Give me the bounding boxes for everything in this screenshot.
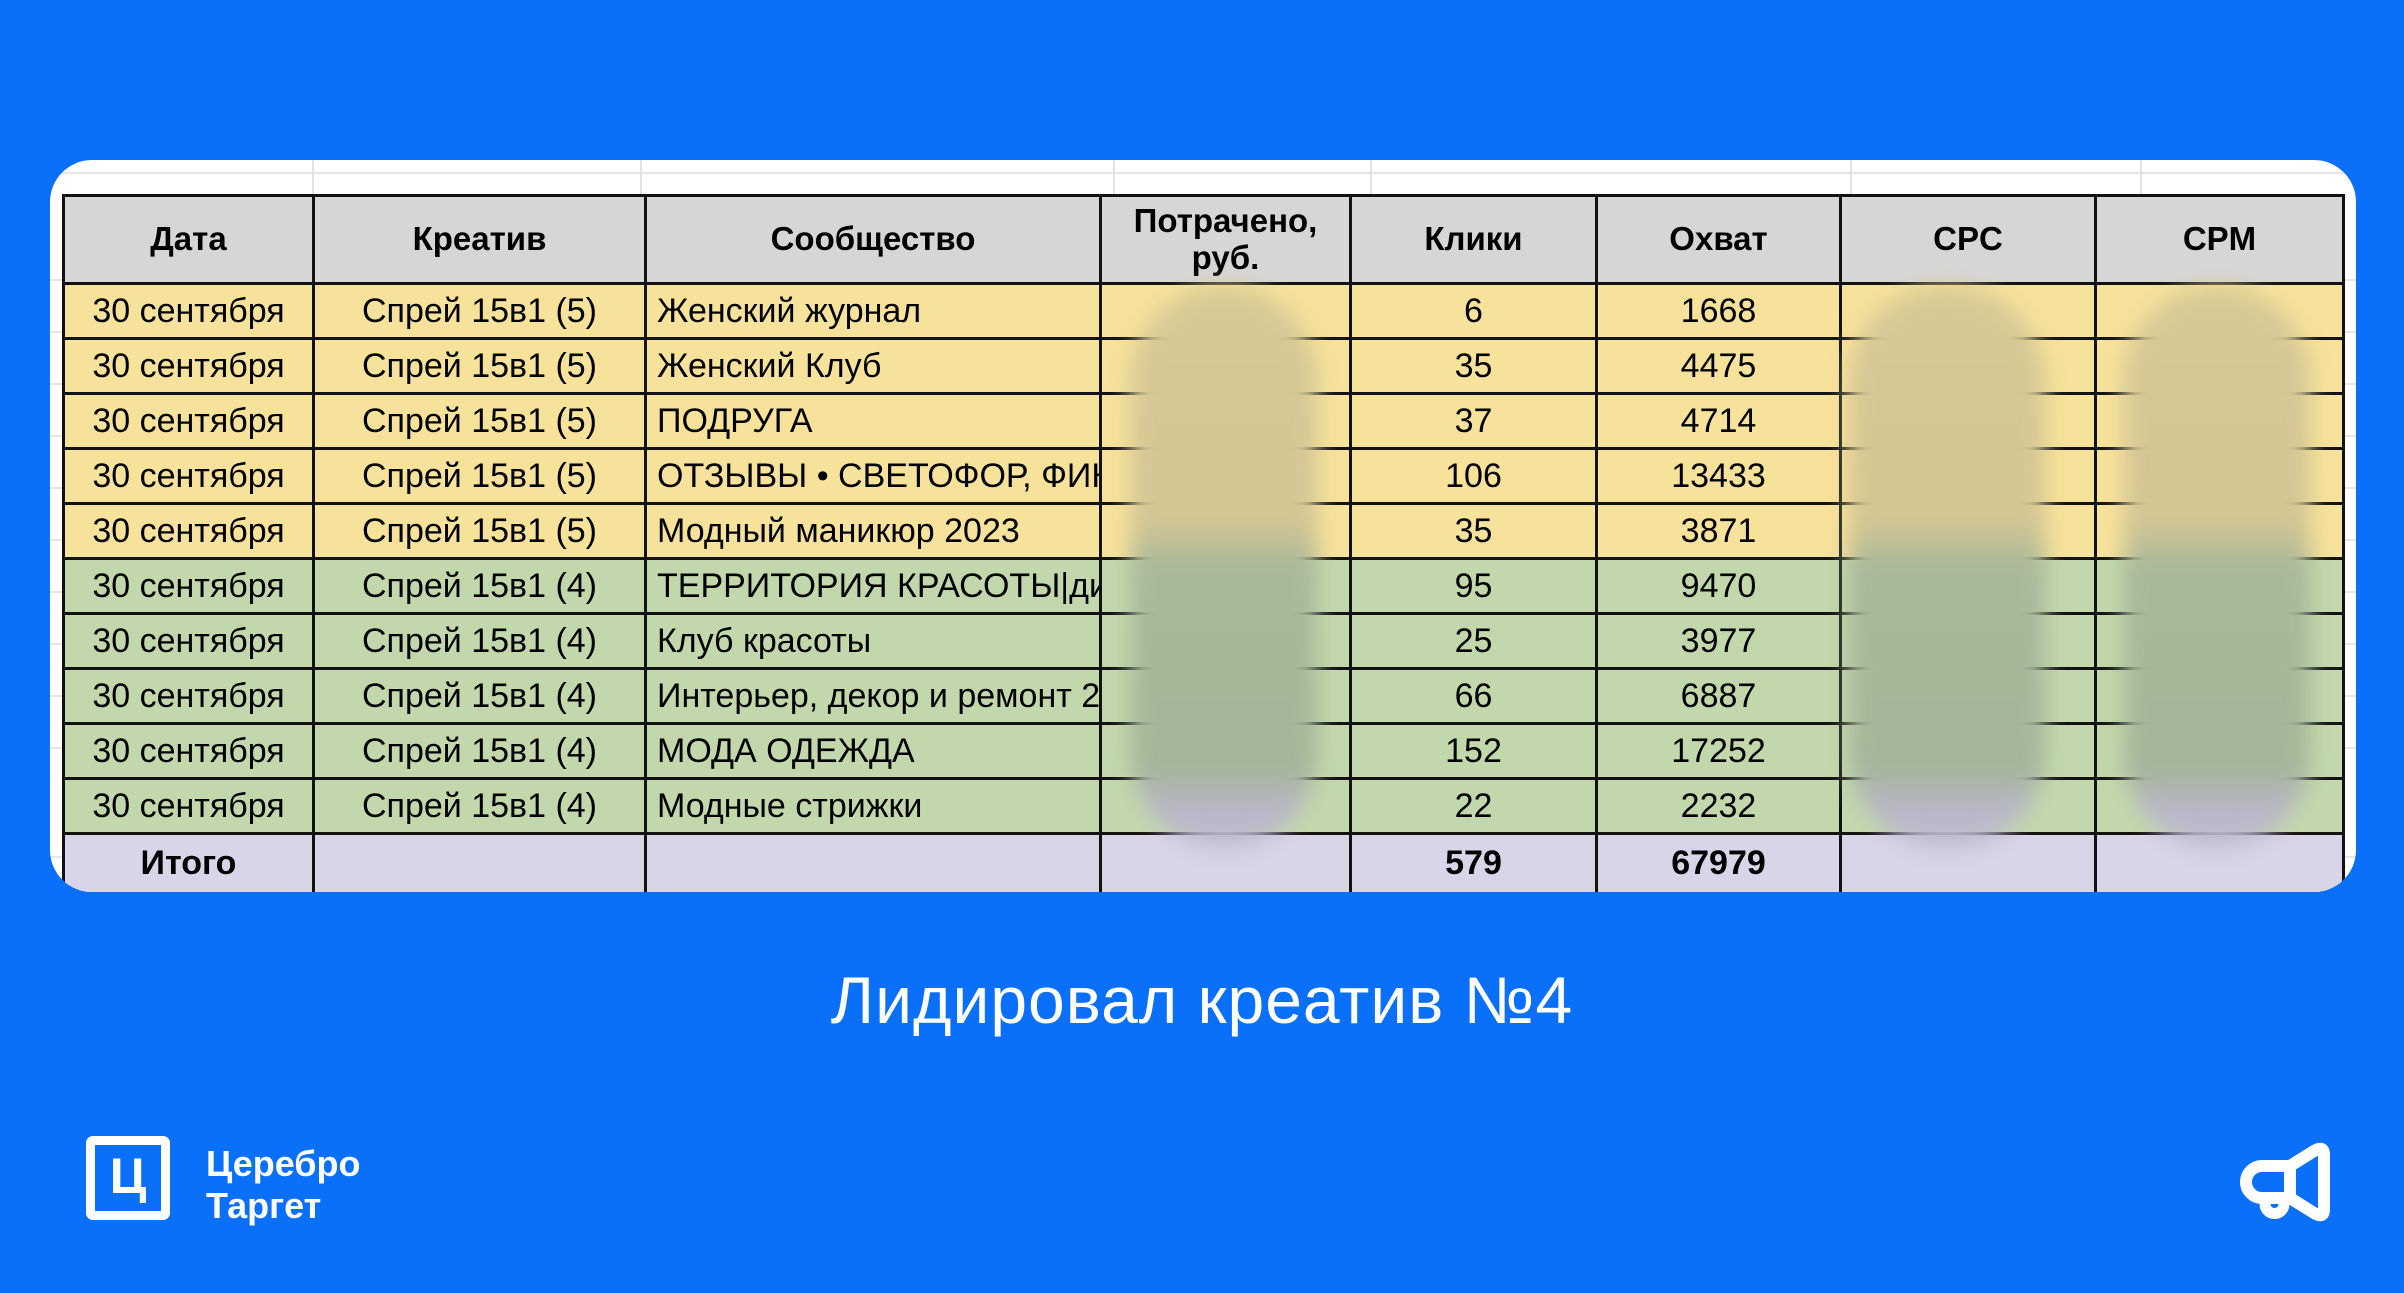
header-creative: Креатив	[312, 194, 647, 285]
total-row: Итого 579 67979	[62, 832, 2345, 892]
cell-creative: Спрей 15в1 (5)	[312, 337, 647, 395]
logo-title-line2: Таргет	[206, 1185, 322, 1226]
cell-reach: 2232	[1595, 777, 1842, 835]
blur-redaction-cpc	[1849, 286, 2045, 848]
header-row: Дата Креатив Сообщество Потрачено, руб. …	[62, 194, 2345, 285]
cell-reach: 13433	[1595, 447, 1842, 505]
cell-creative: Спрей 15в1 (4)	[312, 612, 647, 670]
cell-date: 30 сентября	[62, 392, 315, 450]
header-reach: Охват	[1595, 194, 1842, 285]
blur-redaction-spent	[1131, 286, 1317, 848]
cell-date: 30 сентября	[62, 337, 315, 395]
total-cpc-redacted	[1839, 832, 2097, 892]
cell-reach: 3871	[1595, 502, 1842, 560]
cerebro-logo-icon: Ц	[86, 1136, 170, 1220]
cell-clicks: 35	[1349, 502, 1598, 560]
stats-table-wrap: Дата Креатив Сообщество Потрачено, руб. …	[62, 194, 2345, 892]
cell-date: 30 сентября	[62, 282, 315, 340]
cell-clicks: 106	[1349, 447, 1598, 505]
cell-community: ОТЗЫВЫ • СВЕТОФОР, ФИКС	[644, 447, 1102, 505]
cell-date: 30 сентября	[62, 612, 315, 670]
cell-community: ПОДРУГА	[644, 392, 1102, 450]
cell-creative: Спрей 15в1 (4)	[312, 667, 647, 725]
cell-clicks: 95	[1349, 557, 1598, 615]
header-spent: Потрачено, руб.	[1099, 194, 1352, 285]
cell-creative: Спрей 15в1 (5)	[312, 282, 647, 340]
header-community: Сообщество	[644, 194, 1102, 285]
cell-community: Модный маникюр 2023	[644, 502, 1102, 560]
cell-clicks: 22	[1349, 777, 1598, 835]
cell-creative: Спрей 15в1 (5)	[312, 502, 647, 560]
cell-reach: 4714	[1595, 392, 1842, 450]
total-creative-empty	[312, 832, 647, 892]
cell-community: Клуб красоты	[644, 612, 1102, 670]
cell-date: 30 сентября	[62, 447, 315, 505]
cell-clicks: 35	[1349, 337, 1598, 395]
total-community-empty	[644, 832, 1102, 892]
cell-community: МОДА ОДЕЖДА	[644, 722, 1102, 780]
cell-creative: Спрей 15в1 (5)	[312, 392, 647, 450]
header-cpm: CPM	[2094, 194, 2345, 285]
header-cpc: CPC	[1839, 194, 2097, 285]
blur-redaction-cpm	[2124, 286, 2310, 848]
cell-date: 30 сентября	[62, 502, 315, 560]
table-row: 30 сентября Спрей 15в1 (4) Клуб красоты …	[62, 612, 2345, 670]
cell-community: Женский Клуб	[644, 337, 1102, 395]
cell-community: ТЕРРИТОРИЯ КРАСОТЫ|диет	[644, 557, 1102, 615]
cell-community: Модные стрижки	[644, 777, 1102, 835]
cell-community: Интерьер, декор и ремонт 202	[644, 667, 1102, 725]
cell-creative: Спрей 15в1 (5)	[312, 447, 647, 505]
cell-reach: 9470	[1595, 557, 1842, 615]
cell-clicks: 6	[1349, 282, 1598, 340]
total-reach: 67979	[1595, 832, 1842, 892]
megaphone-icon	[2240, 1142, 2330, 1222]
header-clicks: Клики	[1349, 194, 1598, 285]
cell-reach: 1668	[1595, 282, 1842, 340]
cell-date: 30 сентября	[62, 722, 315, 780]
cell-date: 30 сентября	[62, 777, 315, 835]
cell-community: Женский журнал	[644, 282, 1102, 340]
logo-letter: Ц	[109, 1148, 147, 1204]
cell-clicks: 66	[1349, 667, 1598, 725]
logo-text: Церебро Таргет	[206, 1143, 361, 1227]
cell-reach: 6887	[1595, 667, 1842, 725]
cell-clicks: 37	[1349, 392, 1598, 450]
logo-title-line1: Церебро	[206, 1143, 361, 1184]
cell-creative: Спрей 15в1 (4)	[312, 722, 647, 780]
total-clicks: 579	[1349, 832, 1598, 892]
cell-reach: 17252	[1595, 722, 1842, 780]
cell-reach: 3977	[1595, 612, 1842, 670]
cell-clicks: 152	[1349, 722, 1598, 780]
cell-date: 30 сентября	[62, 557, 315, 615]
spreadsheet-card: Дата Креатив Сообщество Потрачено, руб. …	[50, 160, 2356, 892]
cell-date: 30 сентября	[62, 667, 315, 725]
cell-creative: Спрей 15в1 (4)	[312, 777, 647, 835]
caption-text: Лидировал креатив №4	[830, 963, 1574, 1037]
total-label: Итого	[62, 832, 315, 892]
cell-clicks: 25	[1349, 612, 1598, 670]
cell-creative: Спрей 15в1 (4)	[312, 557, 647, 615]
header-date: Дата	[62, 194, 315, 285]
cell-reach: 4475	[1595, 337, 1842, 395]
